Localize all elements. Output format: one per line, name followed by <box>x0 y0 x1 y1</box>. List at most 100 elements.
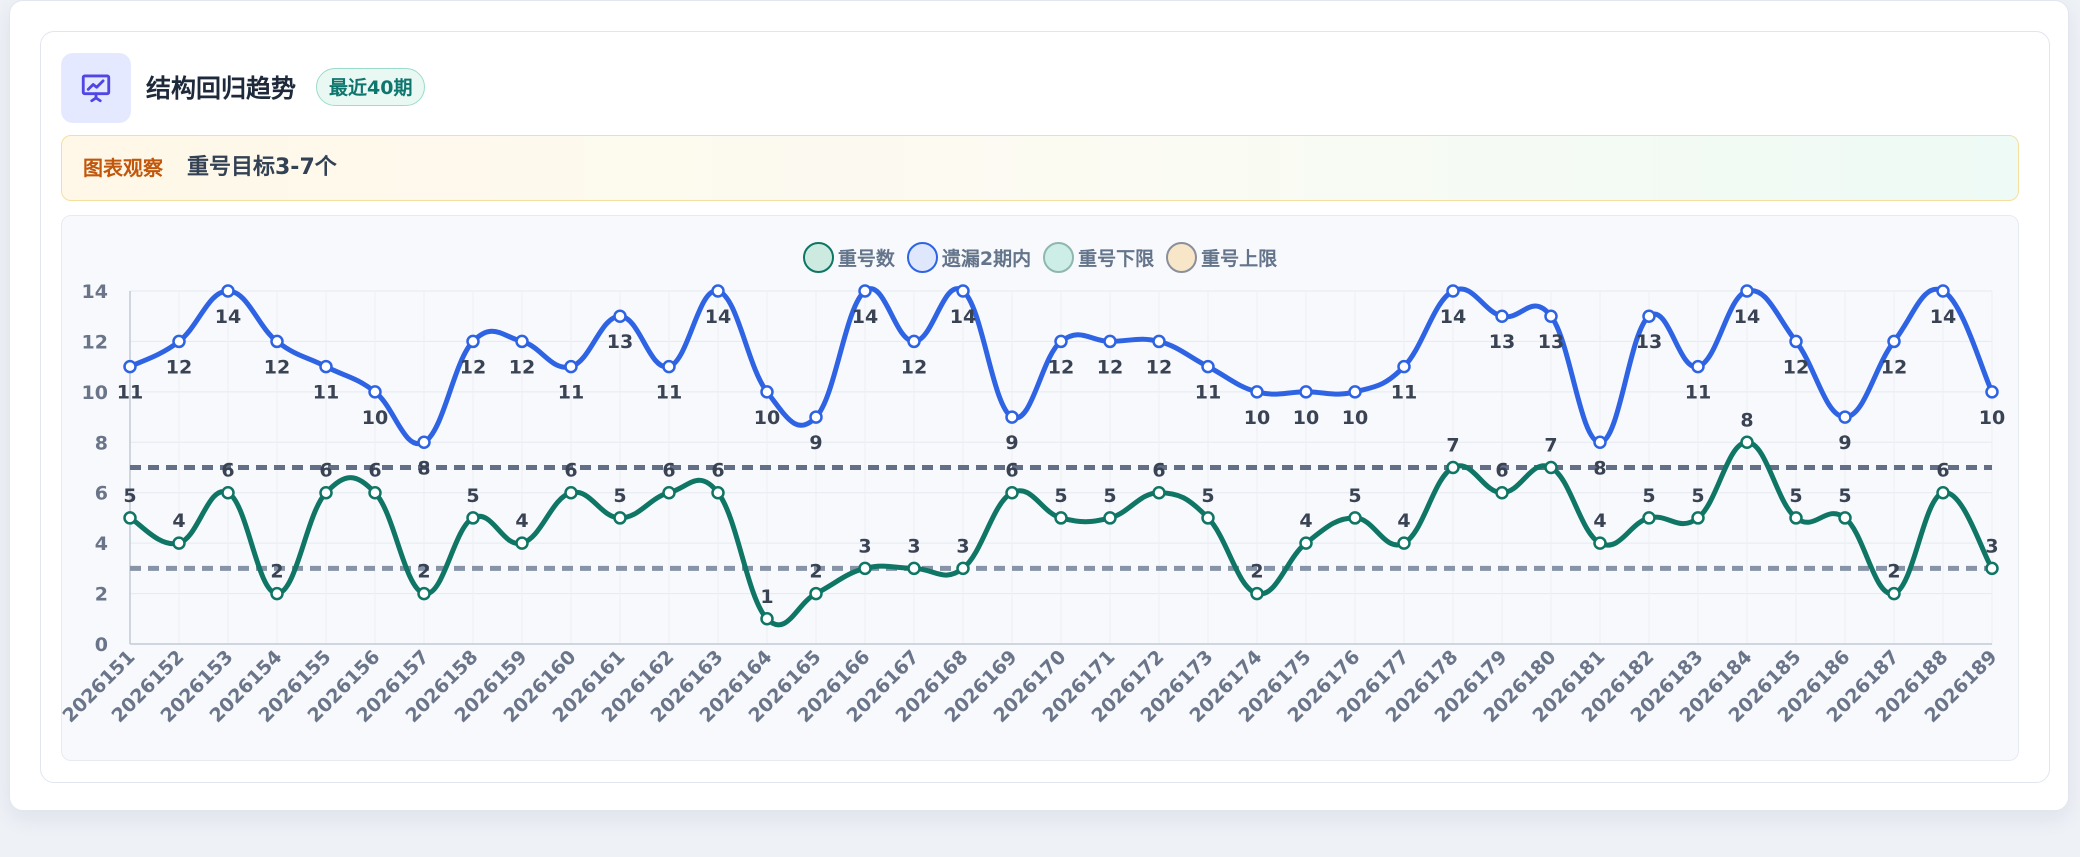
repeat-point <box>123 511 137 525</box>
miss2-data-label: 14 <box>215 306 241 328</box>
miss2-point <box>417 435 431 450</box>
repeat-data-label: 6 <box>662 460 675 482</box>
repeat-point <box>1103 511 1117 525</box>
repeat-point <box>1005 485 1019 500</box>
miss2-data-label: 10 <box>1979 407 2005 429</box>
miss2-point <box>1495 309 1509 323</box>
miss2-point <box>1054 334 1068 349</box>
repeat-point <box>221 485 235 500</box>
miss2-point <box>1887 334 1901 349</box>
observation-label: 图表观察 <box>83 156 163 180</box>
y-tick-label: 14 <box>82 281 108 303</box>
miss2-point <box>1691 359 1705 374</box>
repeat-data-label: 1 <box>760 586 773 608</box>
miss2-point <box>1446 284 1460 298</box>
miss2-point <box>662 359 676 374</box>
repeat-point <box>319 485 333 500</box>
legend-label-lower: 重号下限 <box>1078 248 1155 270</box>
repeat-point <box>1250 586 1264 601</box>
repeat-point <box>1887 586 1901 601</box>
y-tick-label: 12 <box>82 331 108 353</box>
miss2-point <box>123 359 137 374</box>
repeat-point <box>1544 460 1558 475</box>
repeat-point <box>956 561 970 576</box>
repeat-point <box>1397 536 1411 550</box>
repeat-data-label: 3 <box>956 535 969 557</box>
miss2-data-label: 10 <box>754 407 780 429</box>
repeat-data-label: 6 <box>711 460 724 482</box>
repeat-point <box>907 561 921 576</box>
miss2-data-label: 14 <box>705 306 731 328</box>
repeat-point <box>466 511 480 525</box>
miss2-data-label: 12 <box>460 356 486 378</box>
miss2-data-label: 9 <box>809 432 822 454</box>
legend-item-upper[interactable]: 重号上限 <box>1166 242 1277 273</box>
miss2-point <box>221 284 235 298</box>
repeat-data-label: 6 <box>564 460 577 482</box>
chart-legend: 重号数 遗漏2期内 重号下限 重号上限 <box>62 242 2018 273</box>
repeat-data-label: 3 <box>858 535 871 557</box>
miss2-point <box>1642 309 1656 323</box>
miss2-data-label: 10 <box>1293 407 1319 429</box>
repeat-data-label: 5 <box>613 485 626 507</box>
miss2-data-label: 9 <box>1838 432 1851 454</box>
miss2-point <box>1789 334 1803 349</box>
miss2-data-label: 11 <box>1195 382 1221 404</box>
observation-text: 重号目标3-7个 <box>187 155 337 180</box>
miss2-point <box>1740 284 1754 298</box>
repeat-data-label: 3 <box>907 535 920 557</box>
repeat-point <box>1642 511 1656 525</box>
repeat-point <box>368 485 382 500</box>
repeat-point <box>1495 485 1509 500</box>
repeat-data-label: 5 <box>1103 485 1116 507</box>
miss2-point <box>1005 410 1019 424</box>
miss2-point <box>858 284 872 298</box>
repeat-data-label: 8 <box>1740 409 1753 431</box>
miss2-point <box>711 284 725 298</box>
repeat-point <box>1152 485 1166 500</box>
miss2-data-label: 8 <box>417 457 430 479</box>
legend-item-miss2[interactable]: 遗漏2期内 <box>906 242 1032 273</box>
miss2-data-label: 9 <box>1005 432 1018 454</box>
repeat-data-label: 4 <box>515 510 528 532</box>
repeat-data-label: 5 <box>1054 485 1067 507</box>
legend-label-miss2: 遗漏2期内 <box>941 248 1032 270</box>
outer-panel: 结构回归趋势 最近40期 图表观察 重号目标3-7个 重号数 遗漏2期内 重号下… <box>9 0 2069 811</box>
miss2-data-label: 12 <box>1783 356 1809 378</box>
miss2-data-label: 11 <box>313 382 339 404</box>
chart-panel: 重号数 遗漏2期内 重号下限 重号上限 0 2 4 6 8 10 12 14 2026151 20… <box>61 215 2019 761</box>
repeat-point <box>1985 561 1999 576</box>
miss2-data-label: 11 <box>1685 382 1711 404</box>
miss2-data-label: 12 <box>264 356 290 378</box>
miss2-data-label: 12 <box>1881 356 1907 378</box>
miss2-point <box>1593 435 1607 450</box>
miss2-point <box>613 309 627 323</box>
miss2-point <box>1152 334 1166 349</box>
miss2-point <box>515 334 529 349</box>
legend-item-lower[interactable]: 重号下限 <box>1043 242 1154 273</box>
repeat-data-label: 5 <box>1691 485 1704 507</box>
repeat-data-label: 2 <box>809 561 822 583</box>
repeat-data-label: 4 <box>172 510 185 532</box>
legend-item-repeat[interactable]: 重号数 <box>802 242 895 273</box>
repeat-point <box>515 536 529 550</box>
card-title: 结构回归趋势 <box>146 74 297 103</box>
miss2-point <box>172 334 186 349</box>
period-badge: 最近40期 <box>316 68 426 106</box>
trend-card: 结构回归趋势 最近40期 图表观察 重号目标3-7个 重号数 遗漏2期内 重号下… <box>40 31 2050 783</box>
legend-swatch-miss2 <box>906 242 938 273</box>
miss2-data-label: 14 <box>1440 306 1466 328</box>
miss2-data-label: 14 <box>852 306 878 328</box>
miss2-point <box>466 334 480 349</box>
repeat-point <box>1446 460 1460 475</box>
repeat-point <box>1348 511 1362 525</box>
repeat-point <box>1740 435 1754 450</box>
miss2-data-label: 14 <box>950 306 976 328</box>
miss2-data-label: 10 <box>1244 407 1270 429</box>
repeat-data-label: 5 <box>1789 485 1802 507</box>
repeat-data-label: 2 <box>1887 561 1900 583</box>
repeat-point <box>417 586 431 601</box>
repeat-point <box>662 485 676 500</box>
legend-label-repeat: 重号数 <box>837 248 895 270</box>
miss2-point <box>907 334 921 349</box>
